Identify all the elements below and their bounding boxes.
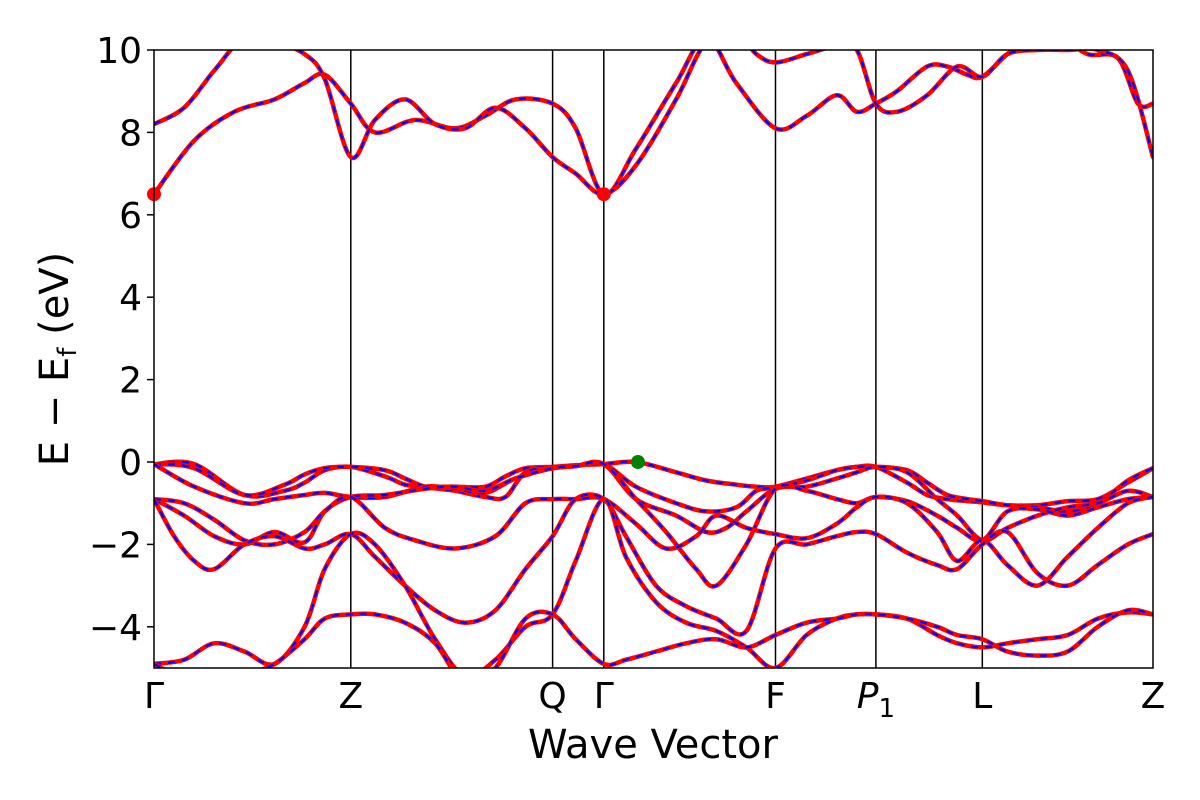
cbm-marker xyxy=(596,187,611,202)
y-tick-label: 2 xyxy=(119,361,142,402)
y-axis-label-main: E − E xyxy=(32,357,78,467)
x-tick-label: P1 xyxy=(857,676,895,724)
y-axis-label-subscript: f xyxy=(53,347,83,357)
x-tick-label: Z xyxy=(1141,676,1166,717)
extremum-markers xyxy=(147,187,645,469)
y-tick-label: 8 xyxy=(119,113,142,154)
x-tick-label: Q xyxy=(538,676,566,717)
y-tick-label: 0 xyxy=(119,443,142,484)
x-tick-label-main: P xyxy=(857,676,879,717)
band-line-dashed-6 xyxy=(154,493,1153,636)
y-axis-label: E − Ef (eV) xyxy=(32,252,83,467)
x-tick-label: Γ xyxy=(144,676,164,717)
y-tick-label: 4 xyxy=(119,278,142,319)
band-line-2 xyxy=(154,460,1153,514)
band-line-dashed-2 xyxy=(154,461,1153,513)
y-tick-label: 10 xyxy=(96,31,142,72)
y-tick-label: −2 xyxy=(89,525,142,566)
x-tick-label: Γ xyxy=(594,676,614,717)
band-line-9 xyxy=(154,50,1153,197)
x-tick-label: F xyxy=(765,676,786,717)
kpoint-gridlines xyxy=(350,50,984,668)
vbm-marker xyxy=(630,455,645,469)
x-tick-label: Z xyxy=(338,676,363,717)
y-axis-label-tail: (eV) xyxy=(32,252,78,348)
band-line-dashed-7 xyxy=(154,498,1153,668)
band-line-1 xyxy=(154,459,1153,508)
y-axis-ticks: −4 −2 0 2 4 6 8 10 xyxy=(89,31,154,649)
x-axis-ticks: Γ Z Q Γ F P1 L Z xyxy=(144,676,1165,724)
band-line-dashed-10 xyxy=(154,50,1153,196)
band-line-dashed-5 xyxy=(154,495,1153,587)
band-line-dashed-8 xyxy=(154,608,1153,668)
y-tick-label: 6 xyxy=(119,196,142,237)
x-tick-label: L xyxy=(972,676,992,717)
band-lines xyxy=(154,50,1153,668)
plot-frame xyxy=(153,49,1154,669)
x-tick-label-subscript: 1 xyxy=(878,694,895,724)
x-axis-label: Wave Vector xyxy=(528,722,779,768)
y-tick-label: −4 xyxy=(89,608,142,649)
